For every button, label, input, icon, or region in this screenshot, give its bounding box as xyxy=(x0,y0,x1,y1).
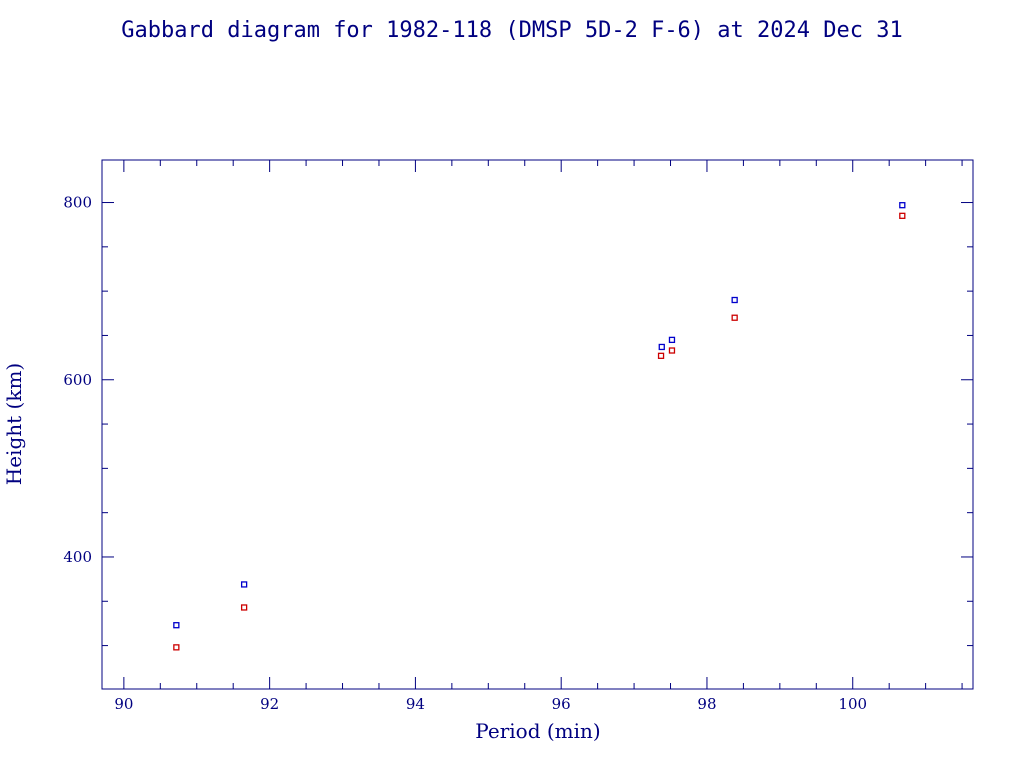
data-point xyxy=(668,336,676,344)
data-point xyxy=(240,581,248,588)
y-tick-label: 800 xyxy=(63,194,92,212)
x-tick-label: 94 xyxy=(406,695,425,713)
data-point xyxy=(658,343,665,351)
data-point xyxy=(173,644,180,651)
y-tick-label: 400 xyxy=(63,548,92,566)
data-point xyxy=(899,202,906,209)
data-point xyxy=(899,212,906,219)
data-point xyxy=(668,347,676,354)
x-tick-label: 92 xyxy=(260,695,279,713)
x-tick-label: 90 xyxy=(114,695,133,713)
plot-area: 90 92 94 96 98 100 400 600 800 xyxy=(63,159,974,713)
y-axis-label: Height (km) xyxy=(2,363,26,485)
plot-frame xyxy=(101,159,974,690)
chart-title: Gabbard diagram for 1982-118 (DMSP 5D-2 … xyxy=(121,18,902,43)
data-point xyxy=(731,314,738,321)
y-tick-label: 600 xyxy=(63,371,92,389)
data-point xyxy=(173,622,180,629)
x-tick-label: 98 xyxy=(697,695,716,713)
data-point xyxy=(240,604,248,611)
x-tick-label: 96 xyxy=(552,695,571,713)
data-point xyxy=(657,352,665,359)
x-tick-label: 100 xyxy=(838,695,867,713)
data-point xyxy=(731,296,738,304)
x-axis-label: Period (min) xyxy=(475,719,600,743)
